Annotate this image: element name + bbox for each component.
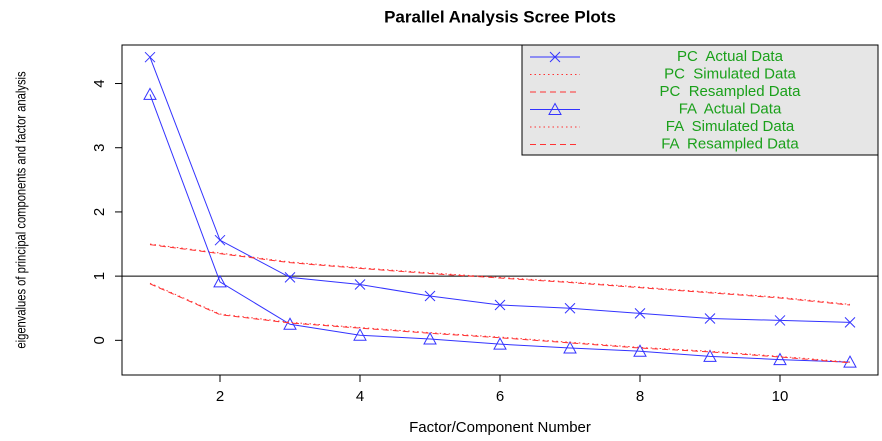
- marker: [213, 274, 227, 288]
- marker: [493, 337, 507, 350]
- legend-label: FA Actual Data: [679, 100, 782, 117]
- marker: [774, 315, 786, 326]
- y-tick-label: 0: [91, 336, 108, 344]
- legend-label: FA Simulated Data: [666, 118, 795, 135]
- series-line: [149, 282, 851, 363]
- marker: [773, 352, 787, 366]
- x-tick-label: 4: [356, 388, 364, 405]
- marker: [214, 234, 226, 246]
- x-tick-label: 8: [636, 388, 644, 405]
- marker: [143, 87, 157, 100]
- x-axis-label: Factor/Component Number: [409, 419, 591, 436]
- marker: [353, 328, 367, 341]
- marker: [354, 279, 366, 290]
- marker: [494, 299, 506, 311]
- marker: [549, 51, 561, 63]
- x-tick-label: 6: [496, 388, 504, 405]
- marker: [844, 317, 856, 328]
- marker: [423, 332, 437, 345]
- x-tick-label: 10: [772, 388, 789, 405]
- x-tick-label: 2: [216, 388, 224, 405]
- series-line: [149, 283, 851, 364]
- marker: [633, 344, 647, 357]
- marker: [283, 317, 297, 330]
- y-tick-label: 4: [91, 79, 108, 87]
- series-line: [149, 243, 851, 305]
- y-tick-label: 1: [91, 272, 108, 280]
- marker: [548, 102, 562, 115]
- marker: [703, 349, 717, 362]
- marker: [563, 340, 577, 354]
- legend-box: [521, 44, 879, 156]
- chart-title: Parallel Analysis Scree Plots: [384, 7, 616, 26]
- y-tick-label: 3: [91, 144, 108, 152]
- series-line: [149, 94, 851, 363]
- marker: [704, 313, 716, 324]
- y-axis-label: eigenvalues of principal components and …: [14, 71, 29, 348]
- marker: [843, 355, 857, 368]
- marker: [564, 302, 576, 314]
- marker: [144, 51, 156, 63]
- legend-label: PC Simulated Data: [664, 65, 796, 82]
- marker: [424, 290, 436, 302]
- legend-label: PC Resampled Data: [660, 83, 802, 100]
- legend-label: PC Actual Data: [677, 48, 784, 65]
- y-tick-label: 2: [91, 208, 108, 216]
- marker: [284, 272, 296, 283]
- marker: [634, 308, 646, 319]
- series-line: [149, 244, 851, 306]
- legend-label: FA Resampled Data: [661, 135, 799, 152]
